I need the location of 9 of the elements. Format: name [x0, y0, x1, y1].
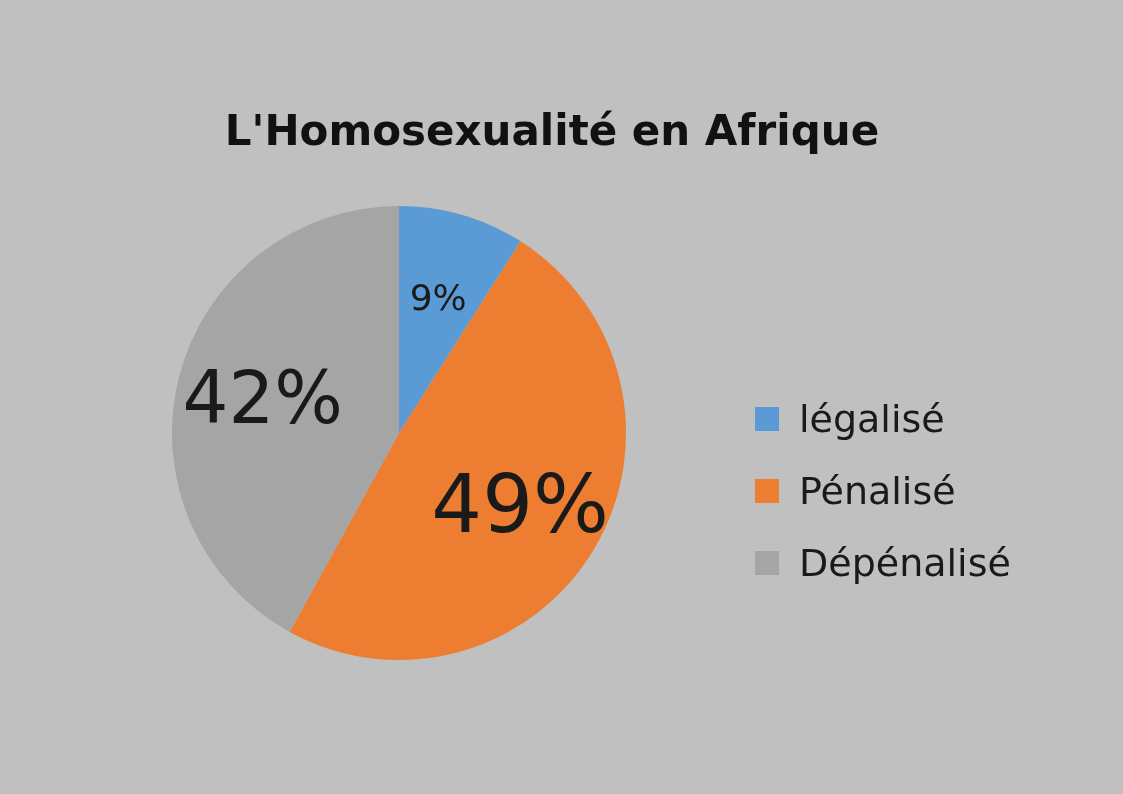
data-label: 49%: [431, 458, 609, 552]
legend-label: Pénalisé: [799, 469, 956, 513]
pie-slice: [172, 206, 399, 632]
legend-label: légalisé: [799, 397, 945, 441]
data-label: 9%: [409, 277, 467, 319]
chart-title: L'Homosexualité en Afrique: [224, 106, 880, 155]
data-label: 42%: [182, 356, 343, 440]
pie-slice: [399, 206, 521, 433]
legend-label: Dépénalisé: [799, 541, 1011, 585]
